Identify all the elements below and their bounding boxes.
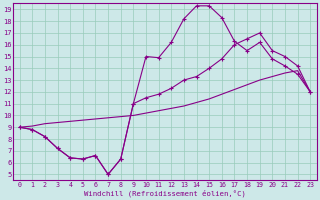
X-axis label: Windchill (Refroidissement éolien,°C): Windchill (Refroidissement éolien,°C) (84, 189, 246, 197)
